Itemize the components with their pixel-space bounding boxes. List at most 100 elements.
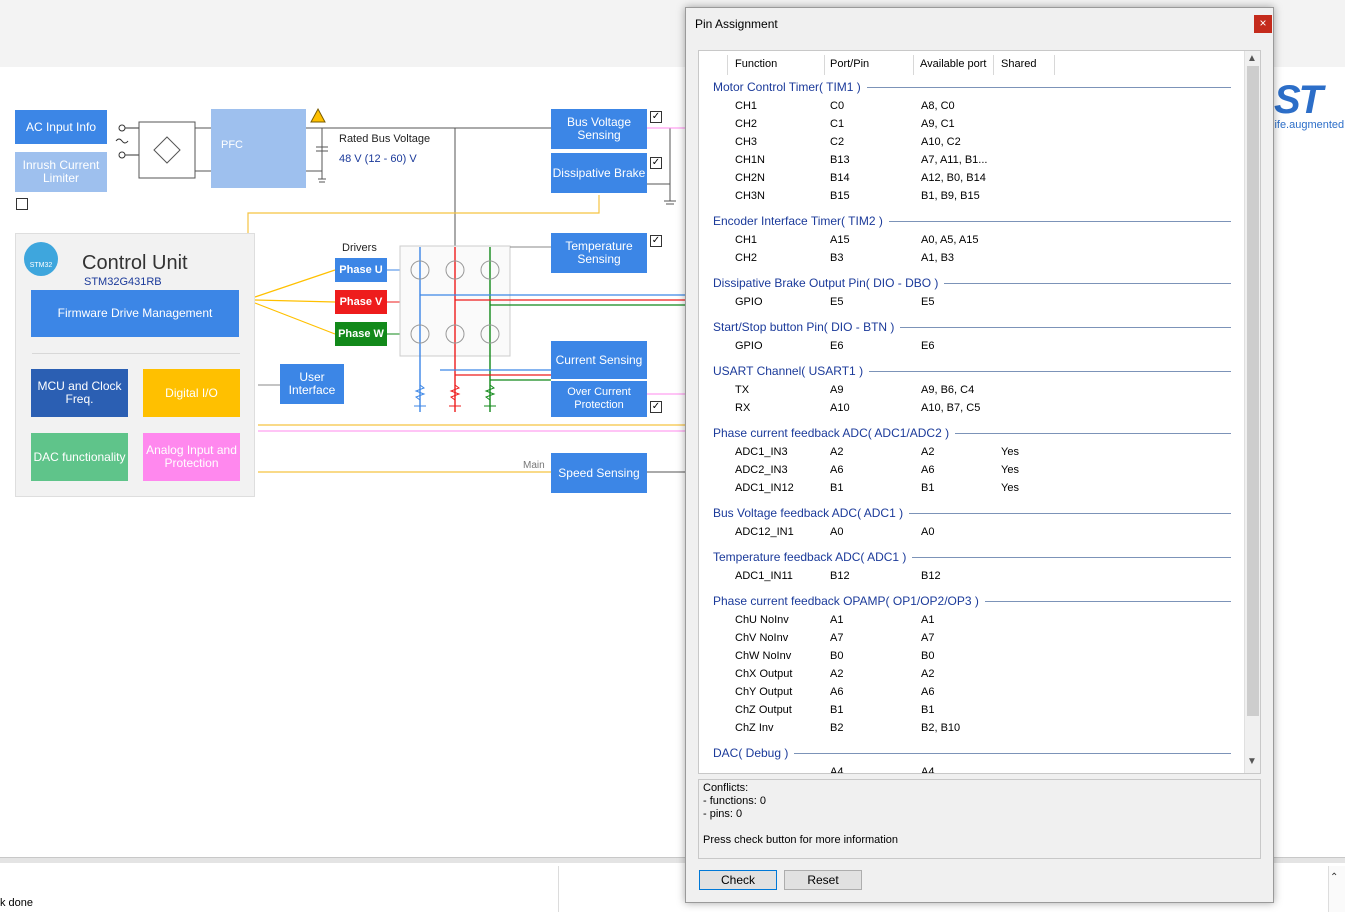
group-header: USART Channel( USART1 ) (699, 359, 1245, 381)
scroll-down-icon[interactable]: ▼ (1247, 756, 1257, 767)
control-unit-panel: STM32 Control Unit STM32G431RB Firmware … (15, 233, 255, 497)
pin-row[interactable]: CH2N B14 A12, B0, B14 (699, 169, 1245, 187)
pin-row[interactable]: ChV NoInv A7 A7 (699, 629, 1245, 647)
pin-row[interactable]: A4 A4 (699, 763, 1245, 774)
group-divider (900, 327, 1231, 328)
pin-port: E5 (830, 296, 844, 308)
console-scrollbar[interactable] (1328, 866, 1345, 912)
pin-available: B1 (921, 482, 935, 494)
pin-available: A6 (921, 686, 935, 698)
close-icon[interactable]: × (1254, 15, 1272, 33)
firmware-block[interactable]: Firmware Drive Management (31, 290, 239, 337)
pin-function: ChZ Output (735, 704, 792, 716)
inrush-current-limiter-block[interactable]: Inrush Current Limiter (15, 152, 107, 192)
ac-input-info-block[interactable]: AC Input Info (15, 110, 107, 144)
pin-row[interactable]: ChU NoInv A1 A1 (699, 611, 1245, 629)
column-header-available[interactable]: Available port (920, 58, 987, 70)
column-separator[interactable] (1054, 55, 1055, 75)
current-sensing-block[interactable]: Current Sensing (551, 341, 647, 379)
pin-row[interactable]: ChZ Inv B2 B2, B10 (699, 719, 1245, 737)
chevron-up-icon[interactable]: ⌃ (1330, 872, 1339, 883)
st-logo-icon: ST (1274, 78, 1323, 122)
pin-row[interactable]: CH3N B15 B1, B9, B15 (699, 187, 1245, 205)
pin-port: A6 (830, 464, 844, 476)
pin-row[interactable]: CH3 C2 A10, C2 (699, 133, 1245, 151)
pin-port: A9 (830, 384, 844, 396)
dissipative-brake-checkbox[interactable]: ✓ (650, 157, 662, 169)
over-current-checkbox[interactable]: ✓ (650, 401, 662, 413)
control-unit-title: Control Unit (82, 252, 188, 274)
group-divider (944, 283, 1231, 284)
group-title: Dissipative Brake Output Pin( DIO - DBO … (713, 276, 939, 290)
dac-block[interactable]: DAC functionality (31, 433, 128, 481)
panel-splitter[interactable] (0, 857, 1345, 863)
group-title: USART Channel( USART1 ) (713, 364, 864, 378)
check-button[interactable]: Check (699, 870, 777, 890)
pin-row[interactable]: ADC2_IN3 A6 A6 Yes (699, 461, 1245, 479)
pin-available: A10, C2 (921, 136, 961, 148)
column-headers: Function Port/Pin Available port Shared (699, 51, 1245, 75)
phase-v-driver[interactable]: Phase V (335, 290, 387, 314)
pin-assignment-list[interactable]: Function Port/Pin Available port Shared … (698, 50, 1261, 774)
pin-row[interactable]: GPIO E6 E6 (699, 337, 1245, 355)
user-interface-block[interactable]: User Interface (280, 364, 344, 404)
group-divider (889, 221, 1231, 222)
temperature-sensing-block[interactable]: Temperature Sensing (551, 233, 647, 273)
analog-input-block[interactable]: Analog Input and Protection (143, 433, 240, 481)
pin-row[interactable]: ChY Output A6 A6 (699, 683, 1245, 701)
pin-available: E6 (921, 340, 935, 352)
phase-u-driver[interactable]: Phase U (335, 258, 387, 282)
pin-available: A7 (921, 632, 935, 644)
pin-available: A4 (921, 766, 935, 774)
column-separator[interactable] (993, 55, 994, 75)
column-separator[interactable] (727, 55, 728, 75)
pin-port: E6 (830, 340, 844, 352)
pin-row[interactable]: ADC1_IN3 A2 A2 Yes (699, 443, 1245, 461)
pin-row[interactable]: CH1N B13 A7, A11, B1... (699, 151, 1245, 169)
column-separator[interactable] (913, 55, 914, 75)
pin-shared: Yes (1001, 446, 1019, 458)
pin-function: ADC2_IN3 (735, 464, 788, 476)
pin-row[interactable]: CH1 C0 A8, C0 (699, 97, 1245, 115)
group-title: Start/Stop button Pin( DIO - BTN ) (713, 320, 895, 334)
pin-row[interactable]: ADC12_IN1 A0 A0 (699, 523, 1245, 541)
pin-row[interactable]: ChW NoInv B0 B0 (699, 647, 1245, 665)
group-title: DAC( Debug ) (713, 746, 789, 760)
column-header-port[interactable]: Port/Pin (830, 58, 870, 70)
column-header-shared[interactable]: Shared (1001, 58, 1037, 70)
pin-row[interactable]: ADC1_IN12 B1 B1 Yes (699, 479, 1245, 497)
bus-voltage-sensing-block[interactable]: Bus Voltage Sensing (551, 109, 647, 149)
mcu-clock-block[interactable]: MCU and Clock Freq. (31, 369, 128, 417)
pin-port: B15 (830, 190, 850, 202)
phase-w-driver[interactable]: Phase W (335, 322, 387, 346)
column-separator[interactable] (824, 55, 825, 75)
pin-row[interactable]: ChX Output A2 A2 (699, 665, 1245, 683)
over-current-protection-block[interactable]: Over Current Protection (551, 381, 647, 417)
mcu-name: STM32G431RB (84, 276, 162, 288)
speed-sensing-block[interactable]: Speed Sensing (551, 453, 647, 493)
pin-row[interactable]: GPIO E5 E5 (699, 293, 1245, 311)
digital-io-block[interactable]: Digital I/O (143, 369, 240, 417)
inrush-checkbox[interactable] (16, 198, 28, 210)
stm32-logo-icon: STM32 (24, 242, 58, 276)
pin-row[interactable]: CH2 B3 A1, B3 (699, 249, 1245, 267)
pfc-label[interactable]: PFC (221, 139, 243, 151)
dissipative-brake-block[interactable]: Dissipative Brake (551, 153, 647, 193)
list-scrollbar[interactable]: ▲ ▼ (1244, 51, 1260, 773)
column-header-function[interactable]: Function (735, 58, 778, 70)
temperature-checkbox[interactable]: ✓ (650, 235, 662, 247)
bus-voltage-checkbox[interactable]: ✓ (650, 111, 662, 123)
pin-row[interactable]: ChZ Output B1 B1 (699, 701, 1245, 719)
pin-row[interactable]: TX A9 A9, B6, C4 (699, 381, 1245, 399)
pin-row[interactable]: CH2 C1 A9, C1 (699, 115, 1245, 133)
pin-row[interactable]: RX A10 A10, B7, C5 (699, 399, 1245, 417)
pin-row[interactable]: CH1 A15 A0, A5, A15 (699, 231, 1245, 249)
pin-row[interactable]: ADC1_IN11 B12 B12 (699, 567, 1245, 585)
scroll-up-icon[interactable]: ▲ (1247, 53, 1257, 64)
rated-bus-voltage-label: Rated Bus Voltage (339, 133, 431, 145)
control-unit-divider (32, 353, 240, 354)
pin-available: B2, B10 (921, 722, 961, 734)
reset-button[interactable]: Reset (784, 870, 862, 890)
pin-shared: Yes (1001, 464, 1019, 476)
scrollbar-thumb[interactable] (1247, 66, 1259, 716)
